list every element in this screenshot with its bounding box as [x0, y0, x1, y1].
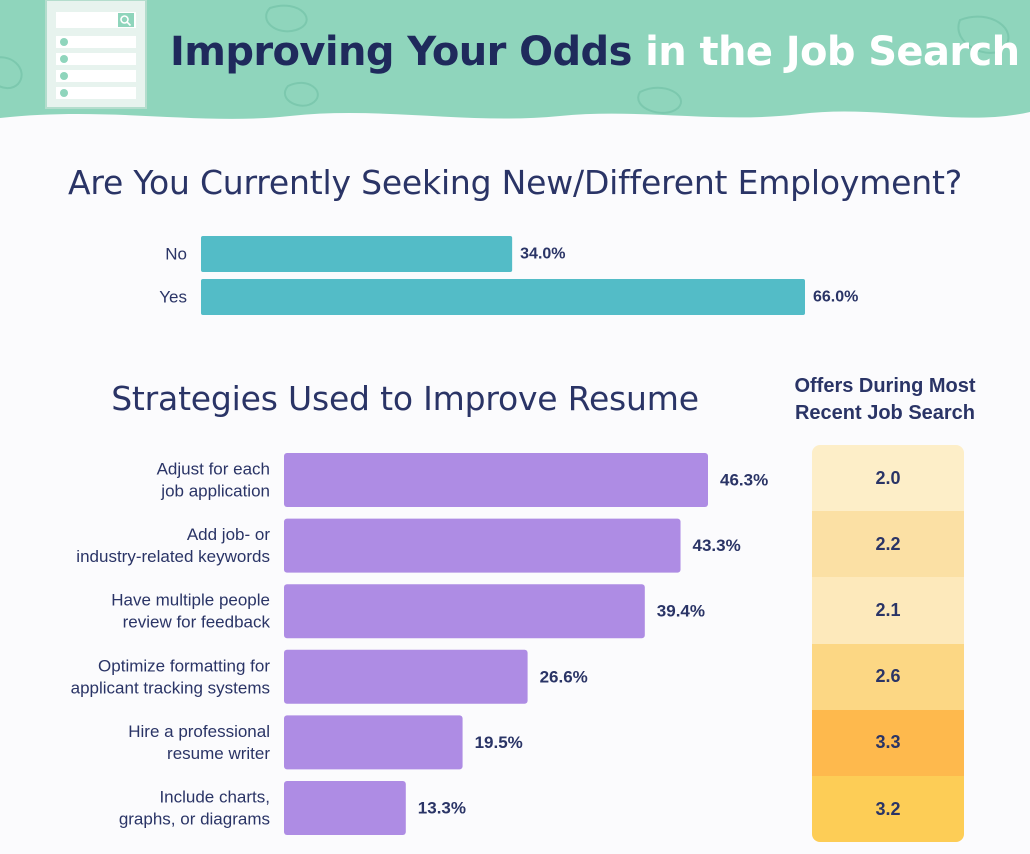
strategy-category-label: graphs, or diagrams [119, 810, 270, 829]
page-title-secondary: in the Job Search [631, 29, 1020, 75]
header-banner: Improving Your Odds in the Job Search [0, 0, 1030, 130]
header-blob-decoration [0, 56, 23, 90]
strategy-value-label: 13.3% [418, 799, 466, 818]
strategy-value-label: 39.4% [657, 602, 705, 621]
seeking-chart-title: Are You Currently Seeking New/Different … [67, 163, 963, 202]
strategy-category-label: Adjust for each [157, 460, 270, 479]
offers-table-title: Offers During Most Recent Job Search [794, 375, 976, 424]
seeking-category-label: No [165, 245, 187, 264]
header-wave-shape [0, 0, 1030, 119]
strategy-category-label: resume writer [167, 744, 270, 763]
seeking-bar [201, 236, 513, 272]
header-blob-decoration [284, 81, 319, 107]
strategy-bar [284, 781, 406, 835]
offers-table-cell: 2.0 [812, 445, 964, 512]
strategy-category-label: applicant tracking systems [71, 678, 270, 697]
seeking-value-label: 66.0% [813, 289, 858, 306]
strategy-value-label: 46.3% [720, 471, 768, 490]
header-blob-decoration [637, 86, 682, 114]
offers-table-cell: 3.2 [812, 775, 964, 842]
strategy-value-label: 43.3% [693, 536, 741, 555]
offers-table-cell: 2.1 [812, 577, 964, 644]
strategy-category-label: Have multiple people [111, 591, 270, 610]
strategy-value-label: 26.6% [540, 667, 588, 686]
resume-document-icon [45, 0, 147, 109]
header-blob-decoration [957, 15, 1010, 54]
header-background [0, 0, 1030, 119]
strategy-bar [284, 453, 708, 507]
offers-table-cell: 2.2 [812, 511, 964, 578]
seeking-value-label: 34.0% [520, 246, 565, 263]
strategy-bar [284, 584, 645, 639]
header-blob-decoration [265, 4, 308, 33]
strategy-category-label: job application [160, 482, 270, 501]
strategy-category-label: industry-related keywords [76, 547, 270, 566]
offers-table-cell: 3.3 [812, 709, 964, 776]
strategies-chart-title: Strategies Used to Improve Resume [111, 379, 699, 418]
strategy-bar [284, 715, 463, 770]
strategy-category-label: Include charts, [159, 788, 270, 807]
strategy-bar [284, 649, 528, 704]
strategy-category-label: review for feedback [123, 613, 271, 632]
strategy-bar [284, 518, 681, 573]
strategy-category-label: Optimize formatting for [98, 656, 270, 675]
strategy-category-label: Hire a professional [128, 722, 270, 741]
offers-table: 2.0 2.2 2.1 2.6 3.3 3.2 [812, 445, 964, 842]
seeking-category-label: Yes [159, 288, 187, 307]
seeking-bar [201, 279, 805, 315]
page-title: Improving Your Odds in the Job Search [170, 26, 1020, 78]
strategy-value-label: 19.5% [475, 733, 523, 752]
strategy-category-label: Add job- or [187, 525, 270, 544]
page-title-primary: Improving Your Odds [170, 29, 632, 75]
offers-table-cell: 2.6 [812, 643, 964, 710]
